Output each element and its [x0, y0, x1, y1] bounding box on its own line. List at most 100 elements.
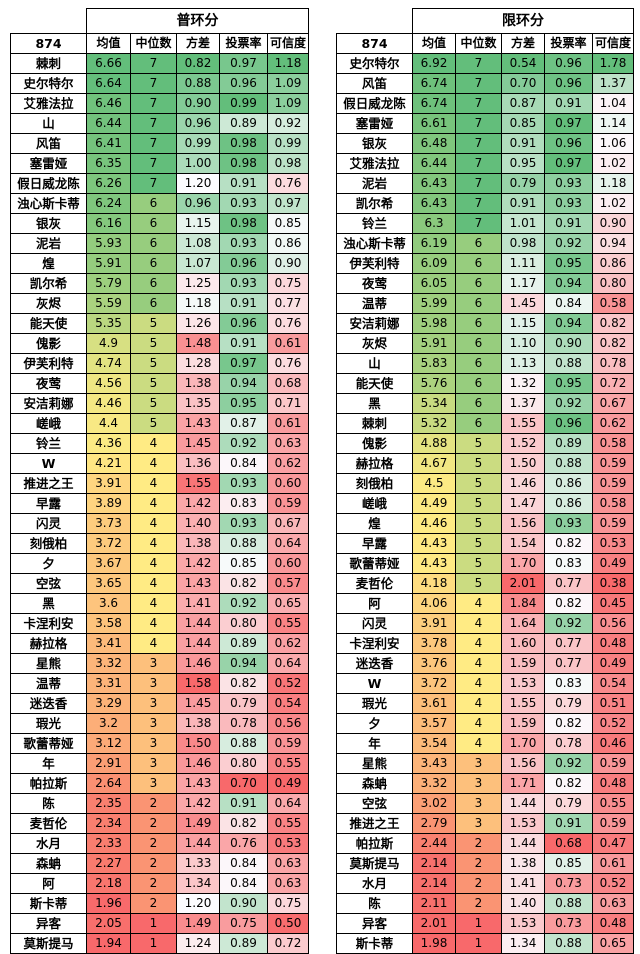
vote-rate-cell: 0.89	[219, 113, 268, 134]
mean-cell: 4.56	[86, 373, 131, 394]
credibility-cell: 1.04	[591, 93, 635, 114]
table-row: W 4.21 4 1.36 0.84 0.62	[10, 453, 310, 474]
table-row: 嵯峨 4.4 5 1.43 0.87 0.61	[10, 413, 310, 434]
table-row: 山 5.83 6 1.13 0.88 0.78	[336, 353, 635, 374]
variance-cell: 1.59	[501, 653, 545, 674]
variance-cell: 0.96	[176, 113, 220, 134]
vote-rate-cell: 0.86	[544, 473, 593, 494]
vote-rate-cell: 0.91	[219, 293, 268, 314]
table-row: 早露 4.43 5 1.54 0.82 0.53	[336, 533, 635, 554]
mean-cell: 3.89	[86, 493, 131, 514]
credibility-cell: 0.67	[266, 513, 310, 534]
median-cell: 3	[130, 733, 177, 754]
variance-cell: 1.59	[501, 713, 545, 734]
credibility-cell: 0.98	[266, 153, 310, 174]
operator-name: 异客	[10, 913, 87, 934]
vote-rate-cell: 0.96	[219, 313, 268, 334]
table-row: 异客 2.05 1 1.49 0.75 0.50	[10, 913, 310, 934]
mean-cell: 3.29	[86, 693, 131, 714]
mean-cell: 3.43	[412, 753, 456, 774]
mean-cell: 3.76	[412, 653, 456, 674]
median-cell: 3	[455, 793, 502, 814]
table-row: 刻俄柏 3.72 4 1.38 0.88 0.64	[10, 533, 310, 554]
column-header: 中位数	[130, 33, 177, 54]
credibility-cell: 0.54	[266, 693, 310, 714]
operator-name: 阿	[336, 593, 413, 614]
operator-name: 史尔特尔	[10, 73, 87, 94]
credibility-cell: 0.82	[591, 333, 635, 354]
mean-cell: 2.79	[412, 813, 456, 834]
median-cell: 2	[130, 813, 177, 834]
median-cell: 7	[455, 153, 502, 174]
credibility-cell: 0.49	[591, 653, 635, 674]
table-row: 闪灵 3.91 4 1.64 0.92 0.56	[336, 613, 635, 634]
median-cell: 6	[455, 413, 502, 434]
mean-cell: 5.59	[86, 293, 131, 314]
vote-rate-cell: 0.97	[544, 113, 593, 134]
variance-cell: 1.17	[501, 273, 545, 294]
credibility-cell: 0.78	[591, 353, 635, 374]
median-cell: 1	[130, 933, 177, 954]
mean-cell: 2.14	[412, 853, 456, 874]
vote-rate-cell: 0.93	[219, 193, 268, 214]
vote-rate-cell: 0.88	[219, 733, 268, 754]
mean-cell: 4.43	[412, 553, 456, 574]
operator-name: 水月	[10, 833, 87, 854]
mean-cell: 2.33	[86, 833, 131, 854]
mean-cell: 4.46	[86, 393, 131, 414]
operator-name: 艾雅法拉	[336, 153, 413, 174]
median-cell: 3	[130, 773, 177, 794]
mean-cell: 4.4	[86, 413, 131, 434]
table-row: 莫斯提马 1.94 1 1.24 0.89 0.72	[10, 933, 310, 954]
median-cell: 5	[455, 473, 502, 494]
median-cell: 4	[130, 533, 177, 554]
median-cell: 7	[455, 193, 502, 214]
median-cell: 3	[130, 753, 177, 774]
median-cell: 6	[130, 213, 177, 234]
vote-rate-cell: 0.91	[219, 333, 268, 354]
variance-cell: 1.53	[501, 913, 545, 934]
vote-rate-cell: 0.77	[544, 653, 593, 674]
operator-name: 闪灵	[10, 513, 87, 534]
mean-cell: 2.14	[412, 873, 456, 894]
median-cell: 5	[130, 413, 177, 434]
operator-name: 闪灵	[336, 613, 413, 634]
variance-cell: 0.96	[176, 193, 220, 214]
table-row: 瑕光 3.2 3 1.38 0.78 0.56	[10, 713, 310, 734]
vote-rate-cell: 0.92	[544, 753, 593, 774]
credibility-cell: 0.76	[266, 313, 310, 334]
table-row: 假日威龙陈 6.26 7 1.20 0.91 0.76	[10, 173, 310, 194]
operator-name: 帕拉斯	[10, 773, 87, 794]
vote-rate-cell: 0.84	[219, 873, 268, 894]
variance-cell: 0.79	[501, 173, 545, 194]
credibility-cell: 0.48	[591, 773, 635, 794]
median-cell: 4	[130, 473, 177, 494]
operator-name: 歌蕾蒂娅	[10, 733, 87, 754]
variance-cell: 1.46	[176, 753, 220, 774]
vote-rate-cell: 0.90	[219, 893, 268, 914]
operator-name: 卡涅利安	[10, 613, 87, 634]
mean-cell: 6.74	[412, 73, 456, 94]
table-row: 莫斯提马 2.14 2 1.38 0.85 0.61	[336, 853, 635, 874]
variance-cell: 1.18	[176, 293, 220, 314]
vote-rate-cell: 0.93	[219, 233, 268, 254]
credibility-cell: 1.09	[266, 93, 310, 114]
table-row: 棘刺 5.32 6 1.55 0.96 0.62	[336, 413, 635, 434]
variance-cell: 1.34	[176, 873, 220, 894]
median-cell: 4	[130, 593, 177, 614]
mean-cell: 6.48	[412, 133, 456, 154]
credibility-cell: 0.56	[266, 713, 310, 734]
table-row: 闪灵 3.73 4 1.40 0.93 0.67	[10, 513, 310, 534]
credibility-cell: 0.46	[591, 733, 635, 754]
variance-cell: 1.55	[501, 693, 545, 714]
vote-rate-cell: 0.97	[544, 153, 593, 174]
vote-rate-cell: 0.93	[219, 473, 268, 494]
panel-regular-ring-score: 普环分 874 均值 中位数 方差 投票率 可信度 棘刺 6.66 7 0.82 0.97 1.18 史尔…	[10, 8, 310, 954]
variance-cell: 1.45	[501, 293, 545, 314]
credibility-cell: 0.58	[591, 433, 635, 454]
table-row: 灰烬 5.91 6 1.10 0.90 0.82	[336, 333, 635, 354]
table-row: 麦哲伦 2.34 2 1.49 0.82 0.55	[10, 813, 310, 834]
mean-cell: 6.19	[412, 233, 456, 254]
mean-cell: 4.5	[412, 473, 456, 494]
mean-cell: 1.96	[86, 893, 131, 914]
